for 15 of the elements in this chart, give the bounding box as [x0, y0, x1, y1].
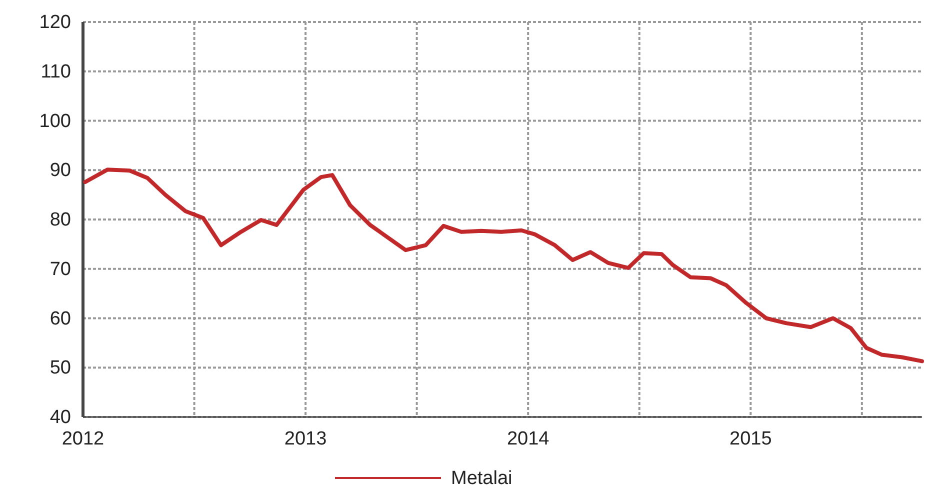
y-tick-label: 110 — [40, 61, 71, 82]
x-tick-label: 2012 — [62, 428, 104, 450]
y-tick-label: 100 — [39, 110, 71, 132]
text: Metalai — [451, 468, 512, 489]
x-tick-label: 2013 — [284, 428, 327, 450]
y-tick-label: 50 — [50, 358, 71, 379]
y-tick-label: 90 — [50, 160, 71, 182]
y-tick-label: 120 — [39, 12, 71, 34]
y-tick-label: 70 — [50, 258, 71, 280]
x-tick-label: 2015 — [730, 428, 772, 450]
x-tick-label: 2014 — [506, 428, 550, 450]
y-tick-label: 40 — [50, 407, 71, 428]
y-tick-label: 80 — [50, 210, 71, 231]
line-series — [83, 168, 924, 364]
y-tick-label: 60 — [50, 308, 71, 330]
